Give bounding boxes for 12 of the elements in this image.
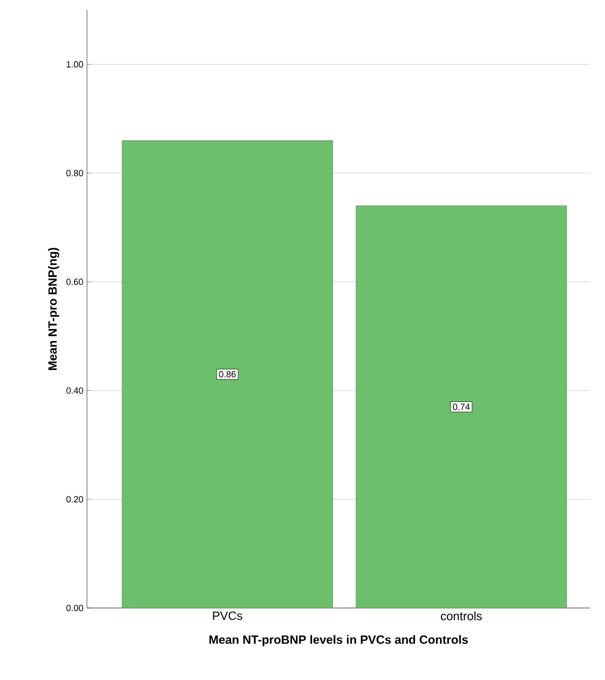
data-label: 0.74 bbox=[452, 404, 470, 410]
y-tick-label: 0.60 bbox=[66, 278, 84, 285]
y-tick-label: 0.80 bbox=[66, 170, 84, 176]
data-label: 0.86 bbox=[218, 371, 236, 378]
x-axis-title: Mean NT-proBNP levels in PVCs and Controls bbox=[209, 635, 468, 646]
y-axis-title: Mean NT-pro BNP(ng) bbox=[48, 248, 60, 370]
y-tick-label: 0.00 bbox=[66, 604, 84, 612]
y-tick-label: 1.00 bbox=[66, 61, 84, 68]
x-tick-label: PVCs bbox=[213, 612, 242, 620]
x-tick-label: controls bbox=[440, 612, 482, 620]
y-tick-label: 0.20 bbox=[66, 496, 84, 502]
y-tick-label: 0.40 bbox=[66, 387, 84, 394]
